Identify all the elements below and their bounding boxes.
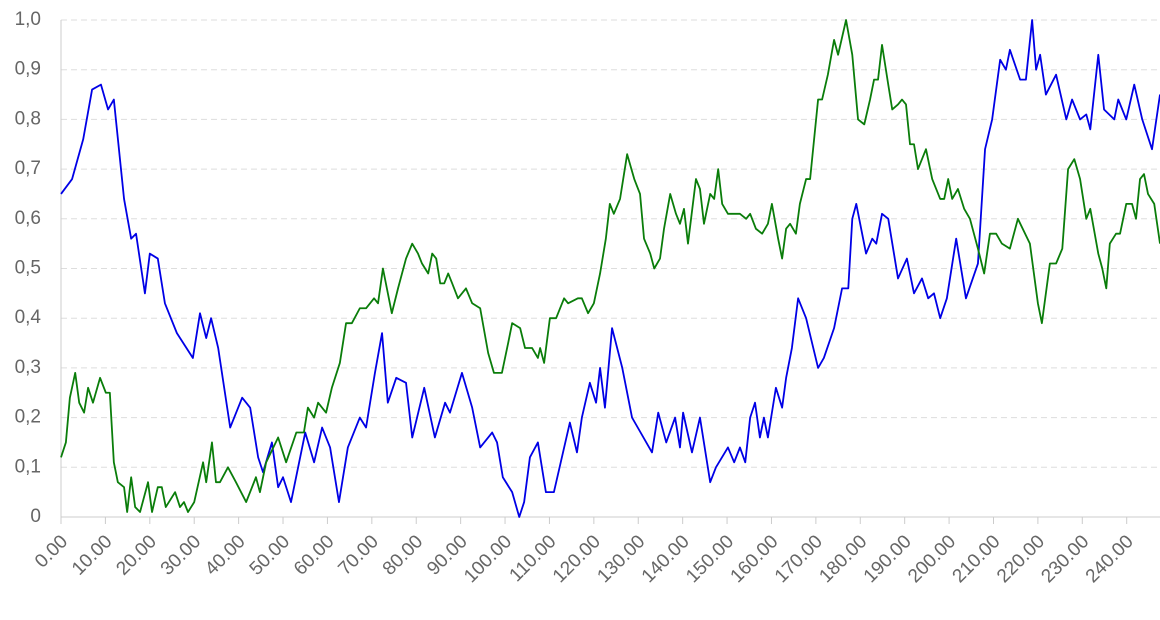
x-tick-label: 150.00 xyxy=(682,531,738,587)
x-tick-label: 160.00 xyxy=(727,531,783,587)
x-tick-label: 20.00 xyxy=(112,531,160,579)
x-tick-label: 80.00 xyxy=(379,531,427,579)
x-tick-label: 210.00 xyxy=(949,531,1005,587)
y-tick-label: 0,4 xyxy=(15,307,42,328)
y-tick-label: 0,7 xyxy=(15,158,41,179)
y-tick-label: 0,3 xyxy=(15,357,41,378)
x-tick-label: 240.00 xyxy=(1082,531,1138,587)
y-tick-label: 0 xyxy=(30,506,41,527)
x-tick-label: 130.00 xyxy=(593,531,649,587)
x-tick-label: 50.00 xyxy=(246,531,294,579)
x-tick-label: 30.00 xyxy=(157,531,205,579)
y-tick-label: 0,9 xyxy=(15,59,41,80)
y-tick-label: 0,2 xyxy=(15,407,41,428)
x-tick-label: 40.00 xyxy=(201,531,249,579)
x-tick-label: 200.00 xyxy=(904,531,960,587)
series-line xyxy=(60,19,1160,518)
x-tick-label: 230.00 xyxy=(1037,531,1093,587)
x-tick-label: 70.00 xyxy=(334,531,382,579)
y-tick-label: 0,6 xyxy=(15,208,41,229)
y-tick-label: 0,8 xyxy=(15,108,41,129)
x-tick-label: 110.00 xyxy=(506,531,561,586)
x-tick-label: 0.00 xyxy=(31,531,72,572)
x-tick-label: 180.00 xyxy=(815,531,871,587)
x-tick-label: 120.00 xyxy=(549,531,605,587)
y-tick-label: 0,5 xyxy=(15,258,41,279)
x-tick-label: 190.00 xyxy=(860,531,916,587)
x-tick-label: 170.00 xyxy=(771,531,827,587)
y-tick-label: 0,1 xyxy=(15,456,41,477)
x-tick-label: 100.00 xyxy=(460,531,516,587)
x-tick-label: 10.00 xyxy=(68,531,116,579)
y-tick-label: 1,0 xyxy=(15,9,41,30)
x-tick-label: 60.00 xyxy=(290,531,338,579)
x-tick-label: 140.00 xyxy=(638,531,694,587)
series-line xyxy=(60,19,1160,513)
x-tick-label: 220.00 xyxy=(993,531,1049,587)
